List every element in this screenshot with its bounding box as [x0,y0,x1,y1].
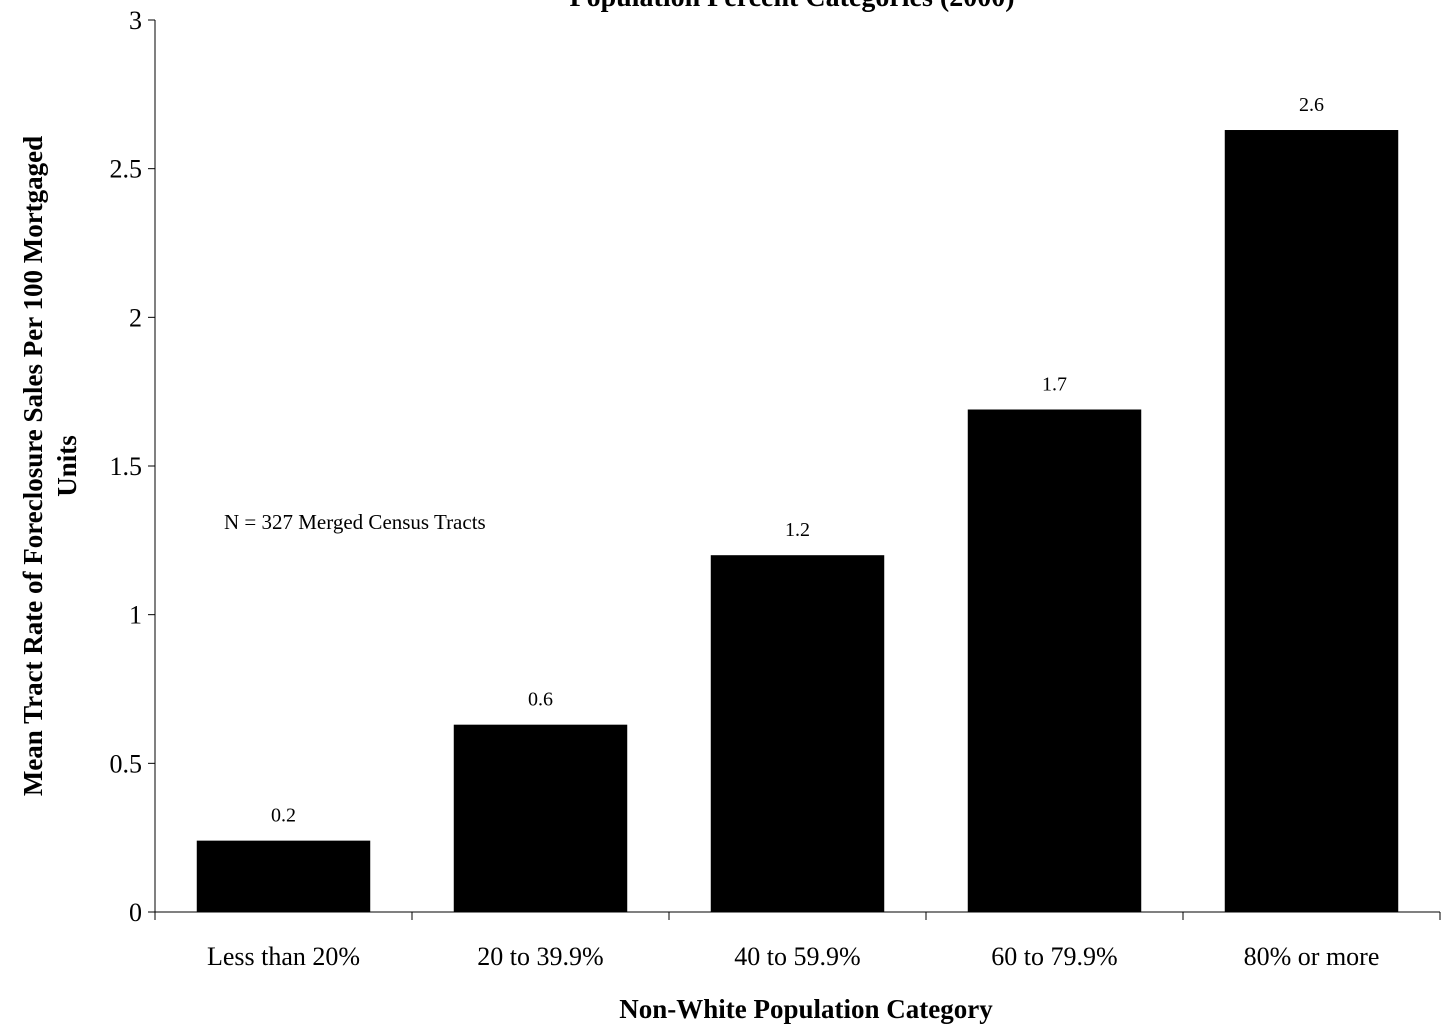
category-labels: Less than 20% 20 to 39.9% 40 to 59.9% 60 to… [207,942,1379,971]
bar [967,409,1142,912]
y-axis-title-line-1: Mean Tract Rate of Foreclosure Sales Per… [18,136,48,796]
y-axis-title-line-2: Units [52,435,82,497]
x-category-label: 60 to 79.9% [991,942,1117,971]
x-category-label: 80% or more [1244,942,1380,971]
y-tick-label: 3 [129,6,142,35]
x-category-label: 40 to 59.9% [734,942,860,971]
y-tick-label: 2 [129,303,142,332]
bars [196,130,1399,913]
bar-data-label: 0.6 [528,689,553,711]
y-tick-label: 2.5 [110,155,143,184]
bar [196,840,371,912]
bar-data-label: 2.6 [1299,94,1324,116]
x-axis [154,911,1441,920]
y-tick-label: 1 [129,601,142,630]
y-axis-title: Mean Tract Rate of Foreclosure Sales Per… [18,136,82,796]
x-axis-title: Non-White Population Category [619,994,993,1024]
data-labels: 0.2 0.6 1.2 1.7 2.6 [271,94,1324,827]
y-tick-label: 0.5 [110,749,143,778]
bar [710,555,885,912]
chart-title: Population Percent Categories (2000) [569,0,1014,13]
bar [453,724,628,912]
bar-data-label: 1.7 [1042,374,1067,396]
y-tick-label: 0 [129,898,142,927]
x-category-label: 20 to 39.9% [477,942,603,971]
bar-data-label: 1.2 [785,519,810,541]
y-axis: 0 0.5 1 1.5 2 2.5 3 [110,6,156,927]
bar-data-label: 0.2 [271,805,296,827]
y-tick-label: 1.5 [110,452,143,481]
x-category-label: Less than 20% [207,942,360,971]
bar [1224,130,1399,913]
sample-size-annotation: N = 327 Merged Census Tracts [224,510,486,534]
